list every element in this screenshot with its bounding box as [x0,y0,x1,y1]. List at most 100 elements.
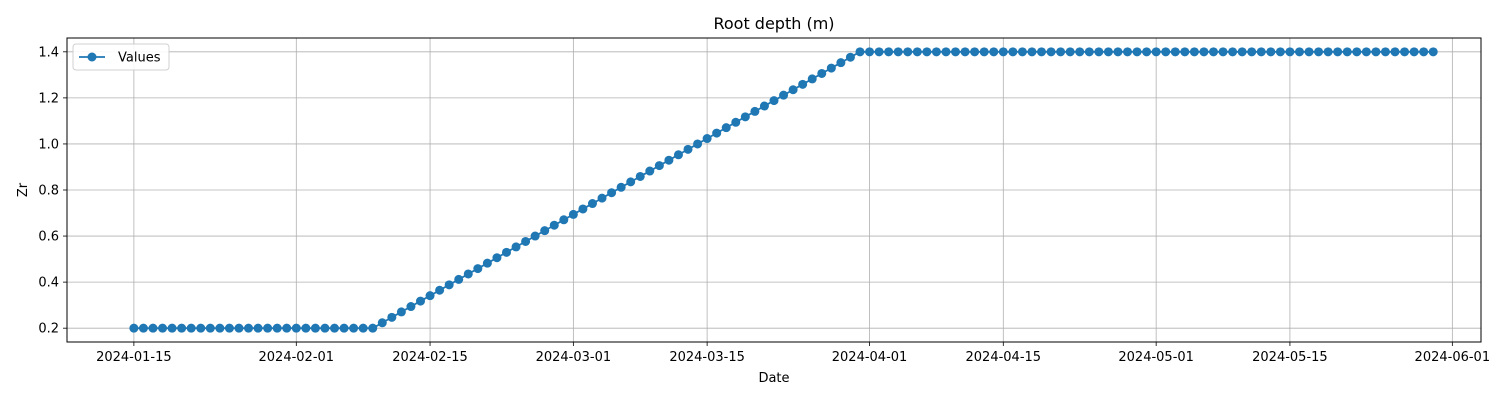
data-point [587,199,597,209]
data-point [396,307,406,317]
data-point [301,323,311,333]
data-point [1180,47,1190,57]
data-point [817,68,827,78]
data-point [1084,47,1094,57]
data-point [205,323,215,333]
data-point [740,112,750,122]
chart-title: Root depth (m) [713,14,834,33]
data-point [425,291,435,301]
data-point [1037,47,1047,57]
data-point [444,280,454,290]
data-point [989,47,999,57]
data-point [1428,47,1438,57]
data-point [1285,47,1295,57]
data-point [903,47,913,57]
x-tick-label: 2024-04-15 [966,350,1042,365]
data-point [454,274,464,284]
x-axis-label: Date [758,371,789,386]
data-point [616,182,626,192]
data-point [750,106,760,116]
data-point [1132,47,1142,57]
x-tick-label: 2024-02-01 [259,350,335,365]
data-point [951,47,961,57]
y-tick-label: 1.2 [38,91,59,106]
data-point [1056,47,1066,57]
data-point [922,47,932,57]
data-point [330,323,340,333]
grid-layer [67,38,1481,342]
data-point [1323,47,1333,57]
x-tick-label: 2024-05-15 [1252,350,1328,365]
data-point [234,323,244,333]
data-point [549,220,559,230]
data-point [1094,47,1104,57]
data-point [224,323,234,333]
data-point [463,269,473,279]
y-tick-label: 0.8 [38,184,59,199]
data-point [339,323,349,333]
data-point [196,323,206,333]
data-point [1170,47,1180,57]
y-tick-label: 1.0 [38,137,59,152]
data-point [501,247,511,257]
data-point [511,242,521,252]
data-point [1400,47,1410,57]
x-tick-label: 2024-01-15 [96,350,172,365]
data-point [387,312,397,322]
data-point [731,117,741,127]
y-tick-label: 0.2 [38,322,59,337]
legend: Values [72,43,170,71]
data-point [1208,47,1218,57]
data-point [759,101,769,111]
data-point [779,90,789,100]
data-point [1371,47,1381,57]
data-point [148,323,158,333]
data-point [645,166,655,176]
data-point [244,323,254,333]
data-point [1380,47,1390,57]
data-point [1151,47,1161,57]
data-point [377,318,387,328]
data-point [129,323,139,333]
data-point [272,323,282,333]
data-point [836,58,846,68]
data-point [1409,47,1419,57]
data-point [559,215,569,225]
data-point [282,323,292,333]
data-point [1275,47,1285,57]
data-point [1161,47,1171,57]
data-point [712,128,722,138]
data-point [521,236,531,246]
data-point [1123,47,1132,57]
data-point [635,171,645,181]
data-point [1390,47,1400,57]
data-point [1228,47,1238,57]
data-point [893,47,903,57]
data-point [884,47,894,57]
data-point [970,47,980,57]
data-point [186,323,196,333]
data-point [769,96,779,106]
data-point [1027,47,1037,57]
data-point [253,323,263,333]
data-point [1304,47,1314,57]
data-point [540,226,550,236]
data-point [912,47,922,57]
data-point [1256,47,1266,57]
data-point [1017,47,1027,57]
data-point [349,323,359,333]
data-point [807,74,817,84]
data-point [1352,47,1362,57]
x-tick-label: 2024-04-01 [832,350,908,365]
data-point [979,47,989,57]
data-point [798,79,808,89]
y-axis-label: Zr [16,182,31,197]
data-point [358,323,368,333]
data-point [167,323,177,333]
data-point [177,323,187,333]
data-point [530,231,540,241]
data-point [310,323,320,333]
x-tick-label: 2024-03-01 [536,350,612,365]
data-point [1361,47,1371,57]
data-point [1199,47,1209,57]
